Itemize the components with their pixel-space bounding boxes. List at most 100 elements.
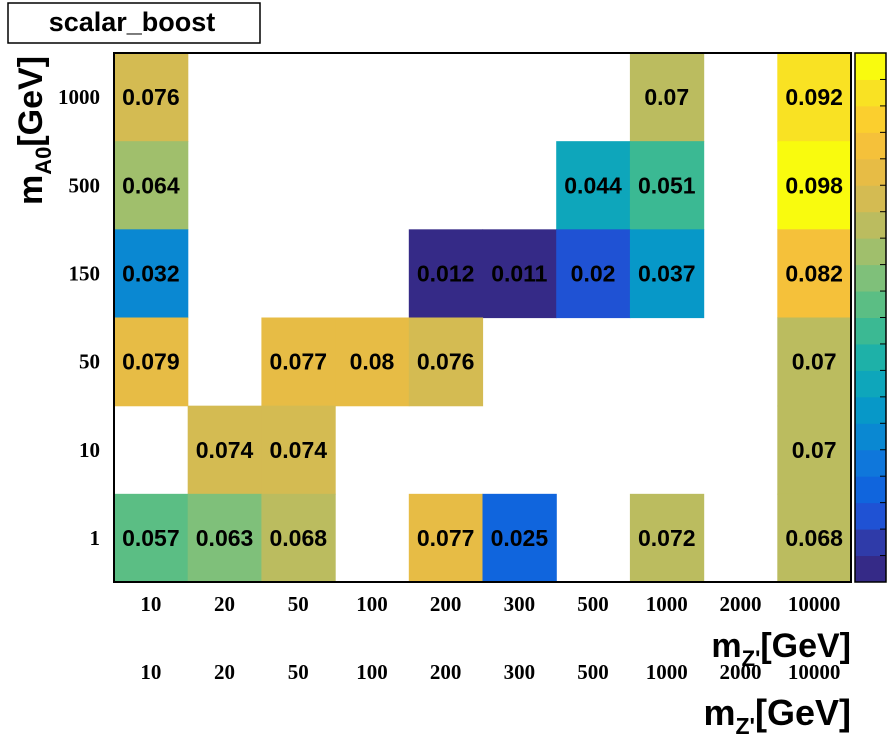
cell-value-label: 0.011 [491,260,547,286]
colorbar-segment [855,105,886,133]
cell-value-label: 0.076 [417,349,475,375]
colorbar-segment [855,502,886,530]
heatmap-cell [408,229,484,319]
x-tick-label: 500 [577,592,609,616]
colorbar-segment [855,449,886,477]
duplicate-x-tick-label: 10 [140,660,161,684]
heatmap-cell [114,53,189,142]
colorbar-segment [855,158,886,186]
y-tick-label: 10 [79,438,100,462]
colorbar-segment [855,476,886,504]
heatmap-cell [187,405,262,495]
y-tick-label: 500 [69,173,101,197]
y-axis-title-sub: A0 [31,147,56,175]
cell-value-label: 0.051 [638,172,696,198]
x-tick-label: 10000 [788,592,841,616]
heatmap-cell [777,141,852,230]
y-tick-label: 1 [90,526,101,550]
duplicate-x-tick-label: 100 [356,660,388,684]
plot-frame [113,52,852,583]
duplicate-x-axis-title: mZ'[GeV] [703,692,851,739]
x-tick-label: 2000 [719,592,761,616]
heatmap-cell [261,405,336,495]
heatmap-cell [556,141,631,230]
colorbar-segment [855,53,886,80]
heatmap-cell-labels: 0.076 0.07 0.092 0.064 0.044 0.051 0.098 0.032 0… [122,84,843,551]
cell-value-label: 0.082 [785,260,843,286]
colorbar-segment [855,555,886,583]
y-axis-title-unit: [GeV] [12,56,50,147]
cell-value-label: 0.068 [269,525,327,551]
y-axis-title-base: m [12,175,50,205]
x-axis-title-base: m [711,627,741,665]
heatmap-cell [777,229,852,319]
colorbar-segment [855,185,886,213]
heatmap-cell [261,493,336,583]
heatmap-cell [114,317,189,407]
y-tick-label: 150 [69,261,101,285]
colorbar [855,53,886,583]
colorbar-segment [855,264,886,292]
cell-value-label: 0.044 [564,172,622,198]
colorbar-segment [855,396,886,424]
heatmap-cell [629,53,705,142]
heatmap-cell [777,493,852,583]
x-tick-label: 50 [288,592,309,616]
duplicate-x-tick-label: 500 [577,660,609,684]
heatmap-cell [408,493,484,583]
duplicate-x-tick-label: 2000 [719,660,761,684]
cell-value-label: 0.074 [269,437,327,463]
chart-title: scalar_boost [49,7,216,37]
cell-value-label: 0.032 [122,260,180,286]
cell-value-label: 0.072 [638,525,696,551]
heatmap-cell [629,141,705,230]
heatmap-cell [261,317,336,407]
colorbar-segment [855,211,886,239]
cell-value-label: 0.012 [417,260,475,286]
cell-value-label: 0.098 [785,172,843,198]
cell-value-label: 0.063 [196,525,254,551]
x-tick-label: 20 [214,592,235,616]
duplicate-x-tick-label: 10000 [788,660,841,684]
cell-value-label: 0.025 [491,525,549,551]
colorbar-frame [854,52,887,583]
x-axis-title: mZ'[GeV] [711,627,851,671]
colorbar-segment [855,370,886,398]
cell-value-label: 0.076 [122,84,180,110]
duplicate-x-axis-title-unit: [GeV] [755,692,851,733]
cell-value-label: 0.07 [644,84,689,110]
x-tick-label: 300 [504,592,536,616]
heatmap-cell [335,317,410,407]
title-box: scalar_boost [7,2,261,44]
heatmap-cell [482,229,557,319]
duplicate-x-tick-label: 20 [214,660,235,684]
cell-value-label: 0.07 [792,437,837,463]
cell-value-label: 0.077 [269,349,327,375]
duplicate-x-tick-label: 300 [504,660,536,684]
x-axis-title-sub: Z' [742,646,761,671]
heatmap-cell [187,493,262,583]
heatmap-cell [408,317,484,407]
colorbar-segment [855,132,886,160]
heatmap-cell [114,493,189,583]
heatmap-cell [114,229,189,319]
y-axis-title: mA0[GeV] [12,56,56,205]
heatmap-cells [114,53,852,583]
cell-value-label: 0.08 [350,349,395,375]
x-tick-label: 1000 [646,592,688,616]
colorbar-segment [855,79,886,107]
heatmap-cell [556,229,631,319]
x-tick-label: 200 [430,592,462,616]
cell-value-label: 0.077 [417,525,475,551]
colorbar-segment [855,291,886,318]
cell-value-label: 0.057 [122,525,180,551]
cell-value-label: 0.037 [638,260,696,286]
heatmap-cell [777,317,852,407]
duplicate-x-axis-ticks: 10 20 50 100 200 300 500 1000 2000 10000 [140,660,840,684]
y-tick-label: 50 [79,350,100,374]
x-axis-title-unit: [GeV] [760,627,851,665]
duplicate-x-axis-title-base: m [703,692,735,733]
heatmap-cell [777,405,852,495]
x-axis-ticks: 10 20 50 100 200 300 500 1000 2000 10000 [140,592,840,616]
